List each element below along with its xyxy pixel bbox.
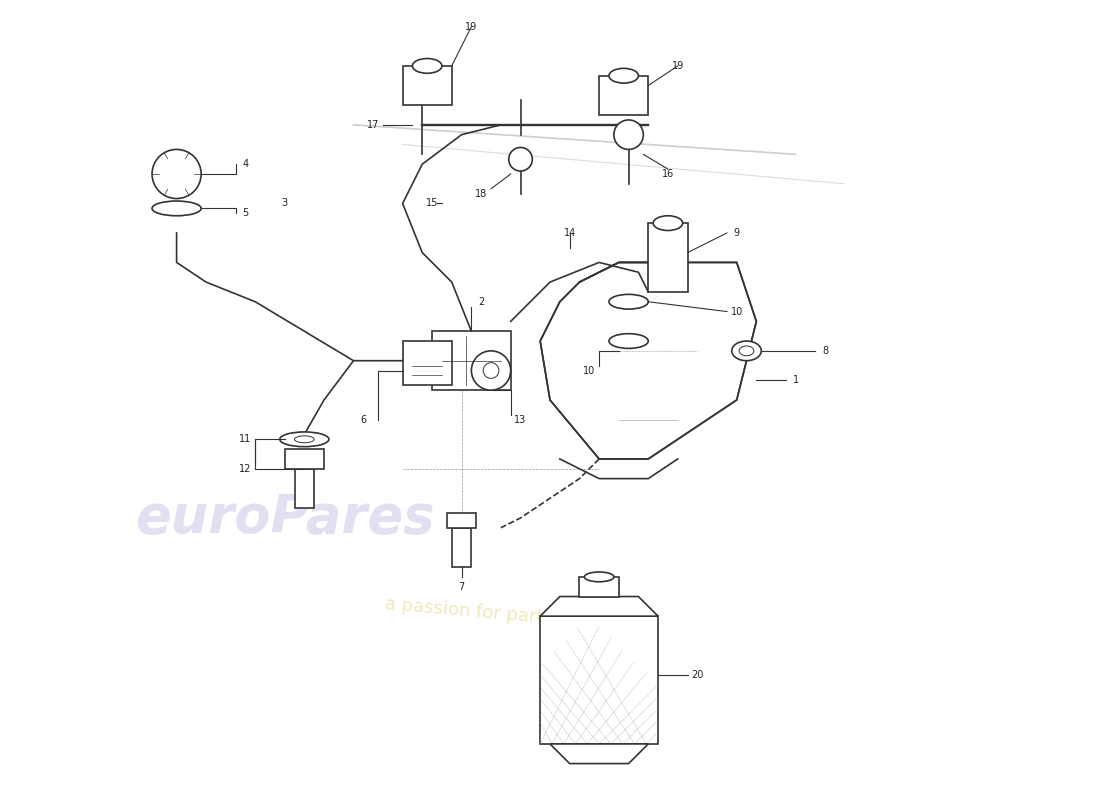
Text: 5: 5	[242, 208, 249, 218]
Text: 17: 17	[367, 120, 380, 130]
Bar	[403, 341, 452, 386]
Text: 9: 9	[734, 228, 740, 238]
Ellipse shape	[609, 334, 648, 349]
Bar	[432, 331, 510, 390]
Text: 13: 13	[515, 414, 527, 425]
Bar	[600, 76, 648, 115]
Text: 3: 3	[282, 198, 288, 209]
Circle shape	[483, 362, 499, 378]
Ellipse shape	[279, 432, 329, 446]
Text: 12: 12	[239, 464, 252, 474]
Circle shape	[508, 147, 532, 171]
Bar	[648, 223, 688, 292]
Bar	[452, 528, 472, 567]
Text: 19: 19	[672, 61, 684, 71]
Text: 10: 10	[730, 306, 743, 317]
Text: 16: 16	[662, 169, 674, 179]
Text: 14: 14	[563, 228, 575, 238]
Circle shape	[152, 150, 201, 198]
Text: 2: 2	[478, 297, 484, 306]
Ellipse shape	[295, 436, 315, 442]
Bar	[403, 66, 452, 106]
Polygon shape	[550, 744, 648, 763]
Text: 10: 10	[583, 366, 595, 375]
Text: 4: 4	[242, 159, 249, 169]
Ellipse shape	[653, 216, 683, 230]
Ellipse shape	[739, 346, 754, 356]
Text: 7: 7	[459, 582, 464, 592]
Text: a passion for parts since 1985: a passion for parts since 1985	[384, 595, 657, 637]
Text: euroPares: euroPares	[135, 492, 435, 544]
Text: 11: 11	[240, 434, 252, 444]
Text: 19: 19	[465, 22, 477, 31]
Bar	[540, 616, 658, 744]
Text: 18: 18	[475, 189, 487, 198]
Polygon shape	[540, 262, 757, 459]
Text: 1: 1	[793, 375, 799, 386]
Bar	[447, 513, 476, 528]
Ellipse shape	[584, 572, 614, 582]
Text: 20: 20	[691, 670, 704, 680]
Text: 15: 15	[426, 198, 438, 209]
Text: 6: 6	[360, 414, 366, 425]
Ellipse shape	[152, 201, 201, 216]
Ellipse shape	[609, 68, 638, 83]
Ellipse shape	[732, 341, 761, 361]
Ellipse shape	[609, 294, 648, 309]
Bar	[285, 449, 324, 469]
Bar	[580, 577, 619, 597]
Bar	[295, 469, 315, 508]
Ellipse shape	[412, 58, 442, 74]
Text: 8: 8	[822, 346, 828, 356]
Polygon shape	[540, 597, 658, 616]
Circle shape	[614, 120, 644, 150]
Circle shape	[472, 351, 510, 390]
